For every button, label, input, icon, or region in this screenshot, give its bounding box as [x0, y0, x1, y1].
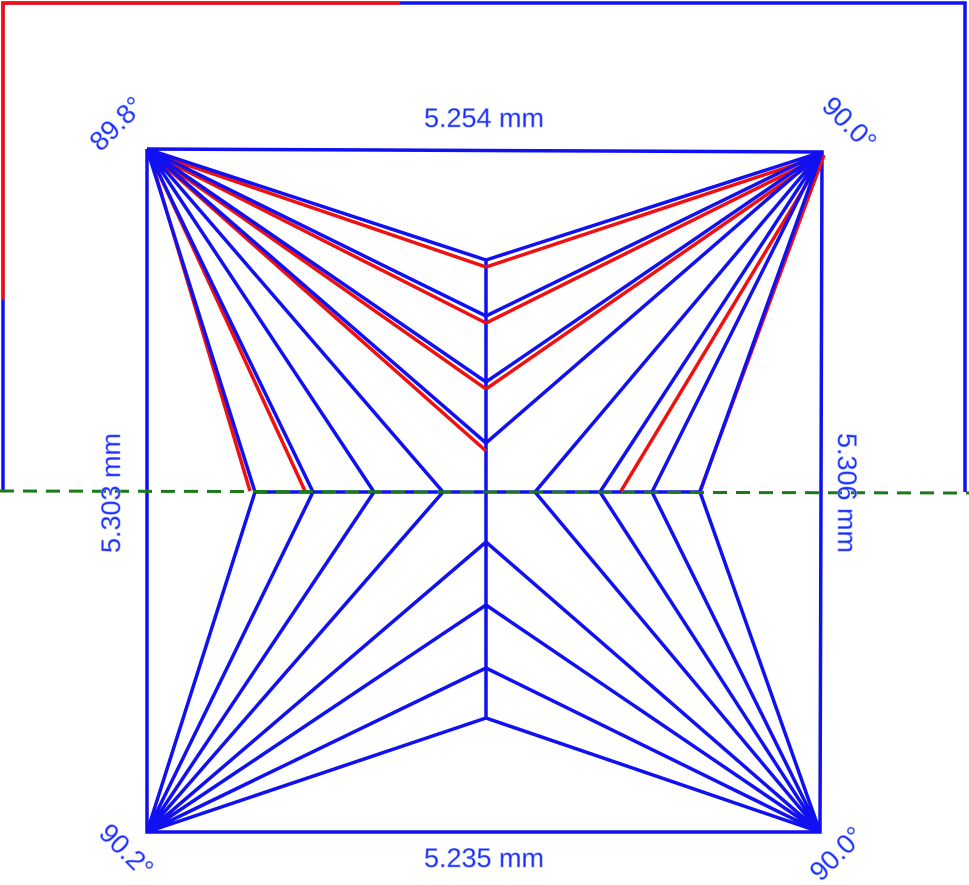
facet [484, 540, 822, 834]
facet-red [147, 150, 488, 453]
angle-top-left: 89.8° [84, 91, 150, 157]
facet [146, 716, 487, 834]
facet [485, 150, 823, 262]
facet [485, 150, 823, 384]
facet [485, 603, 821, 834]
facet [485, 150, 823, 318]
top-dimension: 5.254 mm [424, 103, 544, 133]
facet [598, 151, 824, 493]
facet [145, 148, 257, 493]
facet-red [148, 150, 487, 269]
facet [650, 491, 822, 833]
left-dimension: 5.303 mm [96, 433, 126, 553]
facet-red [147, 150, 488, 391]
facet [145, 148, 376, 493]
facet-red [148, 150, 487, 325]
facet [145, 540, 488, 834]
facet [146, 147, 487, 262]
right-dimension: 5.306 mm [832, 433, 862, 553]
facet-red [485, 153, 825, 325]
facet [698, 151, 824, 493]
facet [484, 150, 824, 445]
facet [146, 603, 487, 834]
facet [145, 147, 445, 494]
facet [145, 491, 376, 833]
midline [0, 489, 969, 495]
facet [145, 491, 315, 833]
facet-red [485, 153, 825, 391]
facet [146, 147, 487, 318]
facet [533, 490, 822, 834]
facet [145, 147, 488, 445]
facet [485, 716, 821, 834]
facet [598, 491, 822, 833]
facet [146, 666, 487, 834]
facet-lines [1, 1, 967, 834]
outer-frame-red [1, 1, 400, 300]
bottom-dimension: 5.235 mm [424, 843, 544, 873]
facet [650, 151, 824, 493]
facet-red [619, 154, 826, 492]
facet [145, 148, 315, 493]
facet [698, 491, 822, 833]
facet [485, 666, 821, 834]
facet [146, 147, 487, 384]
facet-red [485, 153, 825, 269]
facet [533, 150, 824, 494]
facet [145, 490, 445, 834]
angle-top-right: 90.0° [816, 91, 882, 157]
facet [145, 491, 257, 833]
